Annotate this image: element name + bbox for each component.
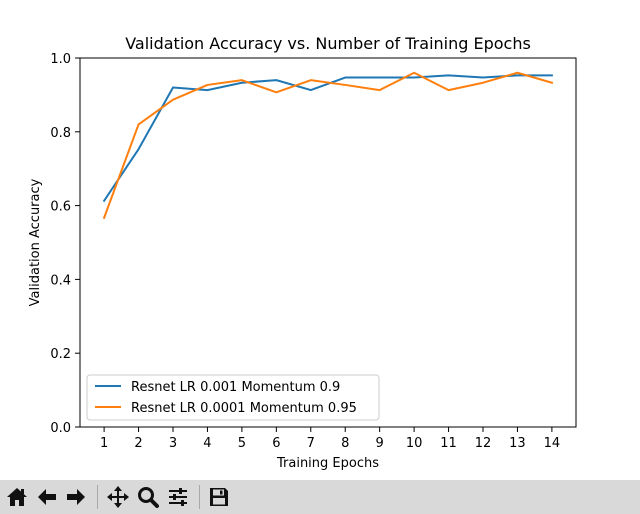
save-icon [210, 488, 228, 506]
x-tick-label: 1 [100, 436, 108, 451]
x-axis-ticks: 1 2 3 4 5 6 7 8 9 10 11 12 13 14 [100, 427, 560, 451]
x-tick-label: 11 [440, 436, 457, 451]
save-button[interactable] [206, 484, 232, 510]
y-axis-ticks: 0.0 0.2 0.4 0.6 0.8 1.0 [50, 52, 80, 436]
configure-subplots-icon [169, 488, 187, 506]
plot-background [80, 58, 576, 427]
plot-frame [79, 57, 577, 428]
y-tick-label: 0.6 [50, 200, 71, 215]
y-tick-label: 0.2 [50, 347, 71, 362]
x-tick-label: 6 [272, 436, 280, 451]
pan-icon [107, 486, 129, 508]
x-tick-label: 2 [134, 436, 142, 451]
zoom-button[interactable] [135, 484, 161, 510]
home-button[interactable] [4, 484, 30, 510]
pan-button[interactable] [105, 484, 131, 510]
plot-area: 1 2 3 4 5 6 7 8 9 10 11 12 13 14 0.00.20.40.60.81.0 [50, 52, 577, 451]
y-tick-label: 0.0 [50, 421, 71, 436]
chart-title: Validation Accuracy vs. Number of Traini… [125, 34, 531, 53]
x-axis-label: Training Epochs [276, 456, 379, 471]
x-tick-label: 7 [307, 436, 315, 451]
legend-box [86, 374, 380, 421]
x-tick-label: 3 [169, 436, 177, 451]
figure: Validation Accuracy vs. Number of Traini… [28, 34, 577, 471]
series-group [102, 71, 554, 220]
x-tick-label: 5 [238, 436, 246, 451]
y-axis-label: Validation Accuracy [28, 178, 43, 306]
legend-label-series-2: Resnet LR 0.0001 Momentum 0.95 [131, 401, 357, 416]
y-tick-label: 0.8 [50, 126, 71, 141]
x-tick-label: 9 [376, 436, 384, 451]
x-tick-label: 8 [341, 436, 349, 451]
toolbar-separator [199, 485, 200, 509]
toolbar-separator [97, 485, 98, 509]
x-tick-label: 4 [203, 436, 211, 451]
zoom-icon [138, 487, 159, 508]
x-tick-label: 13 [509, 436, 526, 451]
series-line-1 [102, 74, 553, 203]
back-arrow-icon [38, 489, 56, 505]
series-line-2 [102, 71, 554, 220]
y-tick-label: 1.0 [50, 52, 71, 67]
home-icon [7, 488, 27, 506]
forward-arrow-icon [67, 489, 85, 505]
y-tick-label: 0.4 [50, 273, 71, 288]
legend: Resnet LR 0.001 Momentum 0.9 Resnet LR 0… [86, 374, 380, 421]
legend-label-series-1: Resnet LR 0.001 Momentum 0.9 [131, 380, 340, 395]
navigation-toolbar [0, 480, 640, 514]
configure-subplots-button[interactable] [165, 484, 191, 510]
x-tick-label: 12 [475, 436, 492, 451]
x-tick-label: 10 [406, 436, 423, 451]
x-tick-label: 14 [544, 436, 561, 451]
forward-button[interactable] [63, 484, 89, 510]
back-button[interactable] [34, 484, 60, 510]
